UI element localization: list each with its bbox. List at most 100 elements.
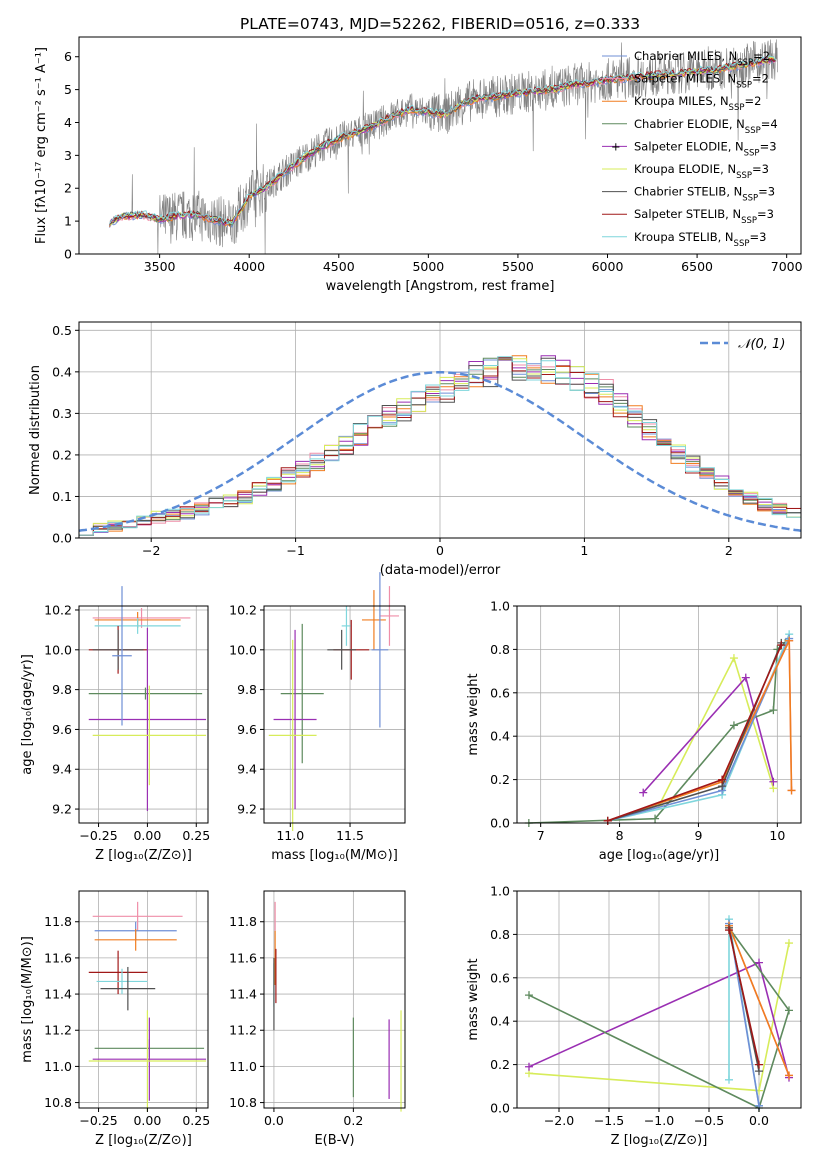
weight-point-marker xyxy=(729,721,738,730)
weight-point-marker xyxy=(785,636,794,645)
panel-age-vs-mass: 11.0 11.5 9.2 9.4 9.6 9.8 10.0 10.2 mass [log₁₀(… xyxy=(229,572,406,863)
histogram-series xyxy=(79,356,801,536)
weight-point-marker xyxy=(725,926,733,935)
axes-frame xyxy=(78,36,802,255)
legend-entry: Chabrier ELODIE, NSSP=4 xyxy=(634,117,778,136)
weight-point-marker xyxy=(787,786,796,795)
weight-point-marker xyxy=(741,673,750,682)
y-tick-label: 0.2 xyxy=(52,447,72,462)
y-tick-label: 6 xyxy=(64,49,72,64)
axes-frame xyxy=(263,605,406,824)
legend-marker: + xyxy=(611,139,621,153)
panel-age-vs-z: −0.25 0.00 0.25 9.2 9.4 9.6 9.8 10.0 10.2 Z [log₁… xyxy=(20,586,210,863)
x-axis-label: age [log₁₀(age/yr)] xyxy=(599,848,720,863)
panel-residuals: −2 −1 0 1 2 0.0 0.1 0.2 0.3 0.4 0.5 (data-model)/er… xyxy=(28,321,802,578)
y-tick-label: 11.8 xyxy=(44,914,72,929)
gaussian-curve xyxy=(79,371,801,532)
x-axis-label: wavelength [Angstrom, rest frame] xyxy=(326,279,555,294)
x-tick-label: 6500 xyxy=(681,259,713,274)
x-axis-label: E(B-V) xyxy=(314,1133,354,1148)
x-tick-label: 1 xyxy=(580,543,588,558)
x-axis-label: Z [log₁₀(Z/Z⊙)] xyxy=(611,1133,708,1148)
y-tick-label: 11.4 xyxy=(44,987,72,1002)
y-tick-label: 11.6 xyxy=(229,950,257,965)
y-axis-label: Normed distribution xyxy=(28,365,43,495)
axes-frame xyxy=(263,890,406,1109)
panel-weight-vs-z: −2.0 −1.5 −1.0 −0.5 0.0 0.0 0.2 0.4 0.6 0.8 1.0 Z [… xyxy=(466,884,802,1148)
y-tick-label: 3 xyxy=(64,148,72,163)
y-tick-label: 2 xyxy=(64,181,72,196)
y-tick-label: 10.8 xyxy=(229,1095,257,1110)
y-axis-label: age [log₁₀(age/yr)] xyxy=(20,654,35,775)
plot-area-weight-vs-age xyxy=(524,630,796,827)
y-tick-label: 0.4 xyxy=(490,1014,510,1029)
y-tick-label: 11.8 xyxy=(229,914,257,929)
y-tick-label: 0.3 xyxy=(52,406,72,421)
x-axis-label: mass [log₁₀(M/M⊙)] xyxy=(271,848,398,863)
weight-point-marker xyxy=(785,1006,793,1015)
x-tick-label: 8 xyxy=(616,828,624,843)
plot-area-spectrum xyxy=(109,39,778,254)
model-spectrum-line xyxy=(109,56,777,225)
y-tick-label: 0.0 xyxy=(490,816,510,831)
x-tick-label: 11.0 xyxy=(276,828,304,843)
legend-entry: Chabrier STELIB, NSSP=3 xyxy=(634,185,775,204)
x-tick-label: 5500 xyxy=(502,259,534,274)
y-tick-label: 1.0 xyxy=(490,884,510,899)
x-tick-label: −0.5 xyxy=(694,1113,724,1128)
model-spectrum-line xyxy=(109,57,777,227)
x-tick-label: −0.25 xyxy=(79,828,117,843)
y-axis-label: mass [log₁₀(M/M⊙)] xyxy=(20,936,35,1063)
weight-point-marker xyxy=(525,1062,533,1071)
y-tick-label: 9.8 xyxy=(237,682,257,697)
legend-entry: Kroupa STELIB, NSSP=3 xyxy=(634,230,766,249)
axes-frame xyxy=(516,605,802,824)
y-tick-label: 9.2 xyxy=(237,802,257,817)
weight-series-line xyxy=(728,925,790,1076)
y-tick-label: 0.0 xyxy=(52,531,72,546)
x-tick-label: 0.0 xyxy=(749,1113,769,1128)
legend-entry: Salpeter ELODIE, NSSP=3 xyxy=(634,139,777,158)
y-tick-label: 1.0 xyxy=(490,599,510,614)
legend-entry: Salpeter MILES, NSSP=2 xyxy=(634,72,769,91)
x-tick-label: 11.5 xyxy=(336,828,364,843)
weight-point-marker xyxy=(525,991,533,1000)
y-tick-label: 9.4 xyxy=(52,762,72,777)
y-tick-label: 9.6 xyxy=(237,722,257,737)
y-tick-label: 0.8 xyxy=(490,927,510,942)
x-tick-label: 0 xyxy=(436,543,444,558)
weight-point-marker xyxy=(755,958,763,967)
x-tick-label: 4500 xyxy=(323,259,355,274)
axes-frame xyxy=(78,890,209,1109)
y-tick-label: 11.0 xyxy=(229,1059,257,1074)
x-tick-label: −2.0 xyxy=(544,1113,574,1128)
y-tick-label: 1 xyxy=(64,214,72,229)
plot-area-age-vs-z xyxy=(88,586,207,812)
y-axis-label: Flux [fλ10⁻¹⁷ erg cm⁻² s⁻¹ A⁻¹] xyxy=(34,47,49,244)
x-tick-label: 7 xyxy=(537,828,545,843)
x-tick-label: −1.0 xyxy=(644,1113,674,1128)
x-axis-label: Z [log₁₀(Z/Z⊙)] xyxy=(95,848,192,863)
x-tick-label: 9 xyxy=(694,828,702,843)
x-tick-label: 0.2 xyxy=(343,1113,363,1128)
histogram-series xyxy=(79,357,801,536)
x-tick-label: 0.00 xyxy=(133,828,161,843)
y-tick-label: 0.1 xyxy=(52,489,72,504)
plot-area-age-vs-mass xyxy=(268,572,400,831)
y-tick-label: 0.6 xyxy=(490,970,510,985)
plot-area-mass-vs-z xyxy=(88,901,207,1112)
weight-series-line xyxy=(607,640,793,822)
x-tick-label: 0.0 xyxy=(264,1113,284,1128)
weight-point-marker xyxy=(769,777,778,786)
y-tick-label: 10.0 xyxy=(44,642,72,657)
y-tick-label: 10.2 xyxy=(44,602,72,617)
model-spectrum-line xyxy=(109,57,777,227)
weight-point-marker xyxy=(785,1071,793,1080)
plot-area-residuals xyxy=(79,355,801,536)
y-tick-label: 11.2 xyxy=(44,1023,72,1038)
weight-series-line xyxy=(528,927,790,1110)
y-tick-label: 0.5 xyxy=(52,323,72,338)
y-tick-label: 10.8 xyxy=(44,1095,72,1110)
y-tick-label: 0.4 xyxy=(52,364,72,379)
